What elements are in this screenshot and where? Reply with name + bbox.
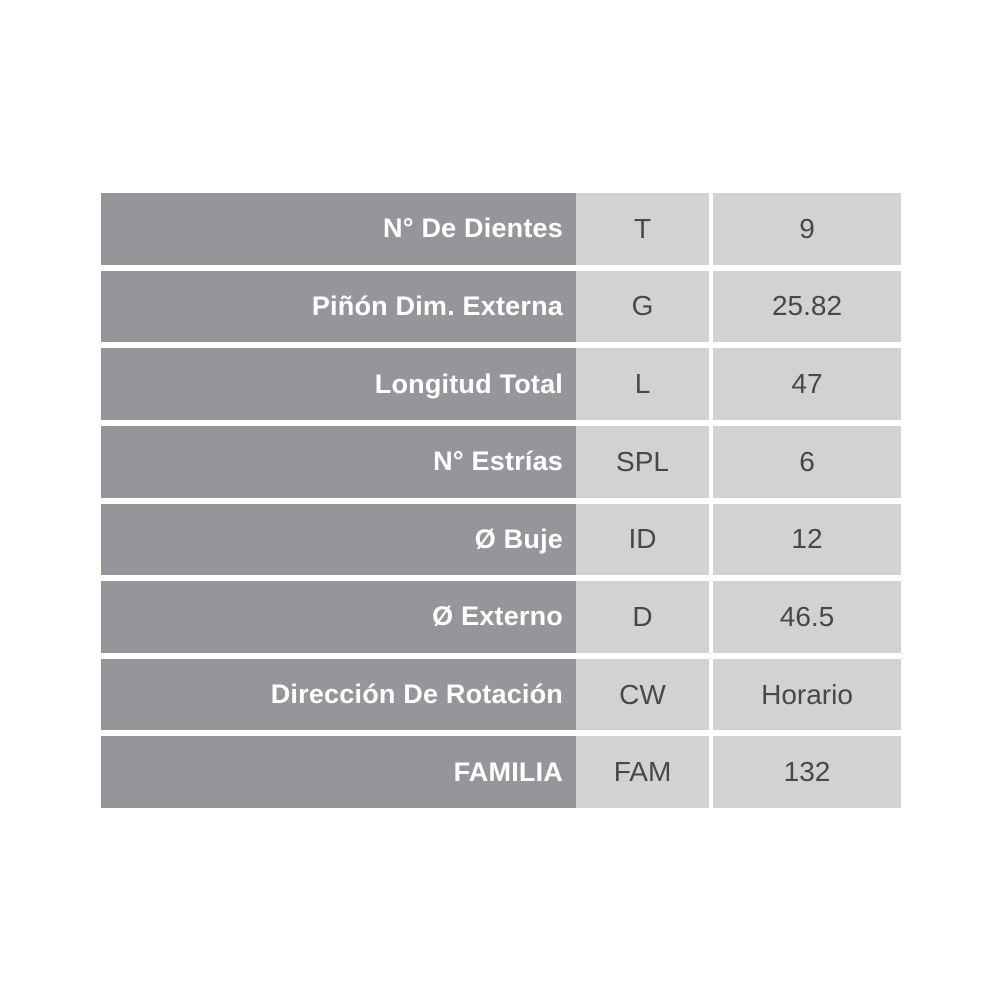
spec-value: 132 [713, 736, 901, 808]
column-divider [709, 658, 713, 731]
spec-table-row: Dirección De Rotación CW Horario [101, 658, 901, 731]
spec-value: 46.5 [713, 581, 901, 653]
spec-label: Ø Externo [101, 581, 576, 653]
spec-label: N° Estrías [101, 425, 576, 498]
column-divider [709, 425, 713, 498]
spec-code: CW [576, 658, 709, 731]
spec-value: 6 [713, 425, 901, 498]
spec-table-row: N° Estrías SPL 6 [101, 425, 901, 498]
spec-value: Horario [713, 658, 901, 731]
spec-table-row: FAMILIA FAM 132 [101, 736, 901, 808]
spec-value: 9 [713, 193, 901, 265]
spec-table-row: Piñón Dim. Externa G 25.82 [101, 270, 901, 343]
column-divider [709, 503, 713, 576]
spec-value: 25.82 [713, 270, 901, 343]
spec-code: L [576, 348, 709, 420]
spec-table-row: Longitud Total L 47 [101, 348, 901, 420]
column-divider [709, 581, 713, 653]
spec-value: 47 [713, 348, 901, 420]
spec-label: N° De Dientes [101, 193, 576, 265]
spec-value: 12 [713, 503, 901, 576]
column-divider [709, 348, 713, 420]
column-divider [709, 270, 713, 343]
spec-label: Longitud Total [101, 348, 576, 420]
spec-code: FAM [576, 736, 709, 808]
column-divider [709, 193, 713, 265]
spec-label: Ø Buje [101, 503, 576, 576]
spec-code: T [576, 193, 709, 265]
spec-table-row: Ø Externo D 46.5 [101, 581, 901, 653]
column-divider [709, 736, 713, 808]
spec-code: G [576, 270, 709, 343]
spec-table-row: N° De Dientes T 9 [101, 193, 901, 265]
spec-code: ID [576, 503, 709, 576]
spec-table-row: Ø Buje ID 12 [101, 503, 901, 576]
spec-label: FAMILIA [101, 736, 576, 808]
spec-code: D [576, 581, 709, 653]
spec-label: Dirección De Rotación [101, 658, 576, 731]
spec-label: Piñón Dim. Externa [101, 270, 576, 343]
spec-code: SPL [576, 425, 709, 498]
spec-table: N° De Dientes T 9 Piñón Dim. Externa G 2… [101, 193, 901, 808]
